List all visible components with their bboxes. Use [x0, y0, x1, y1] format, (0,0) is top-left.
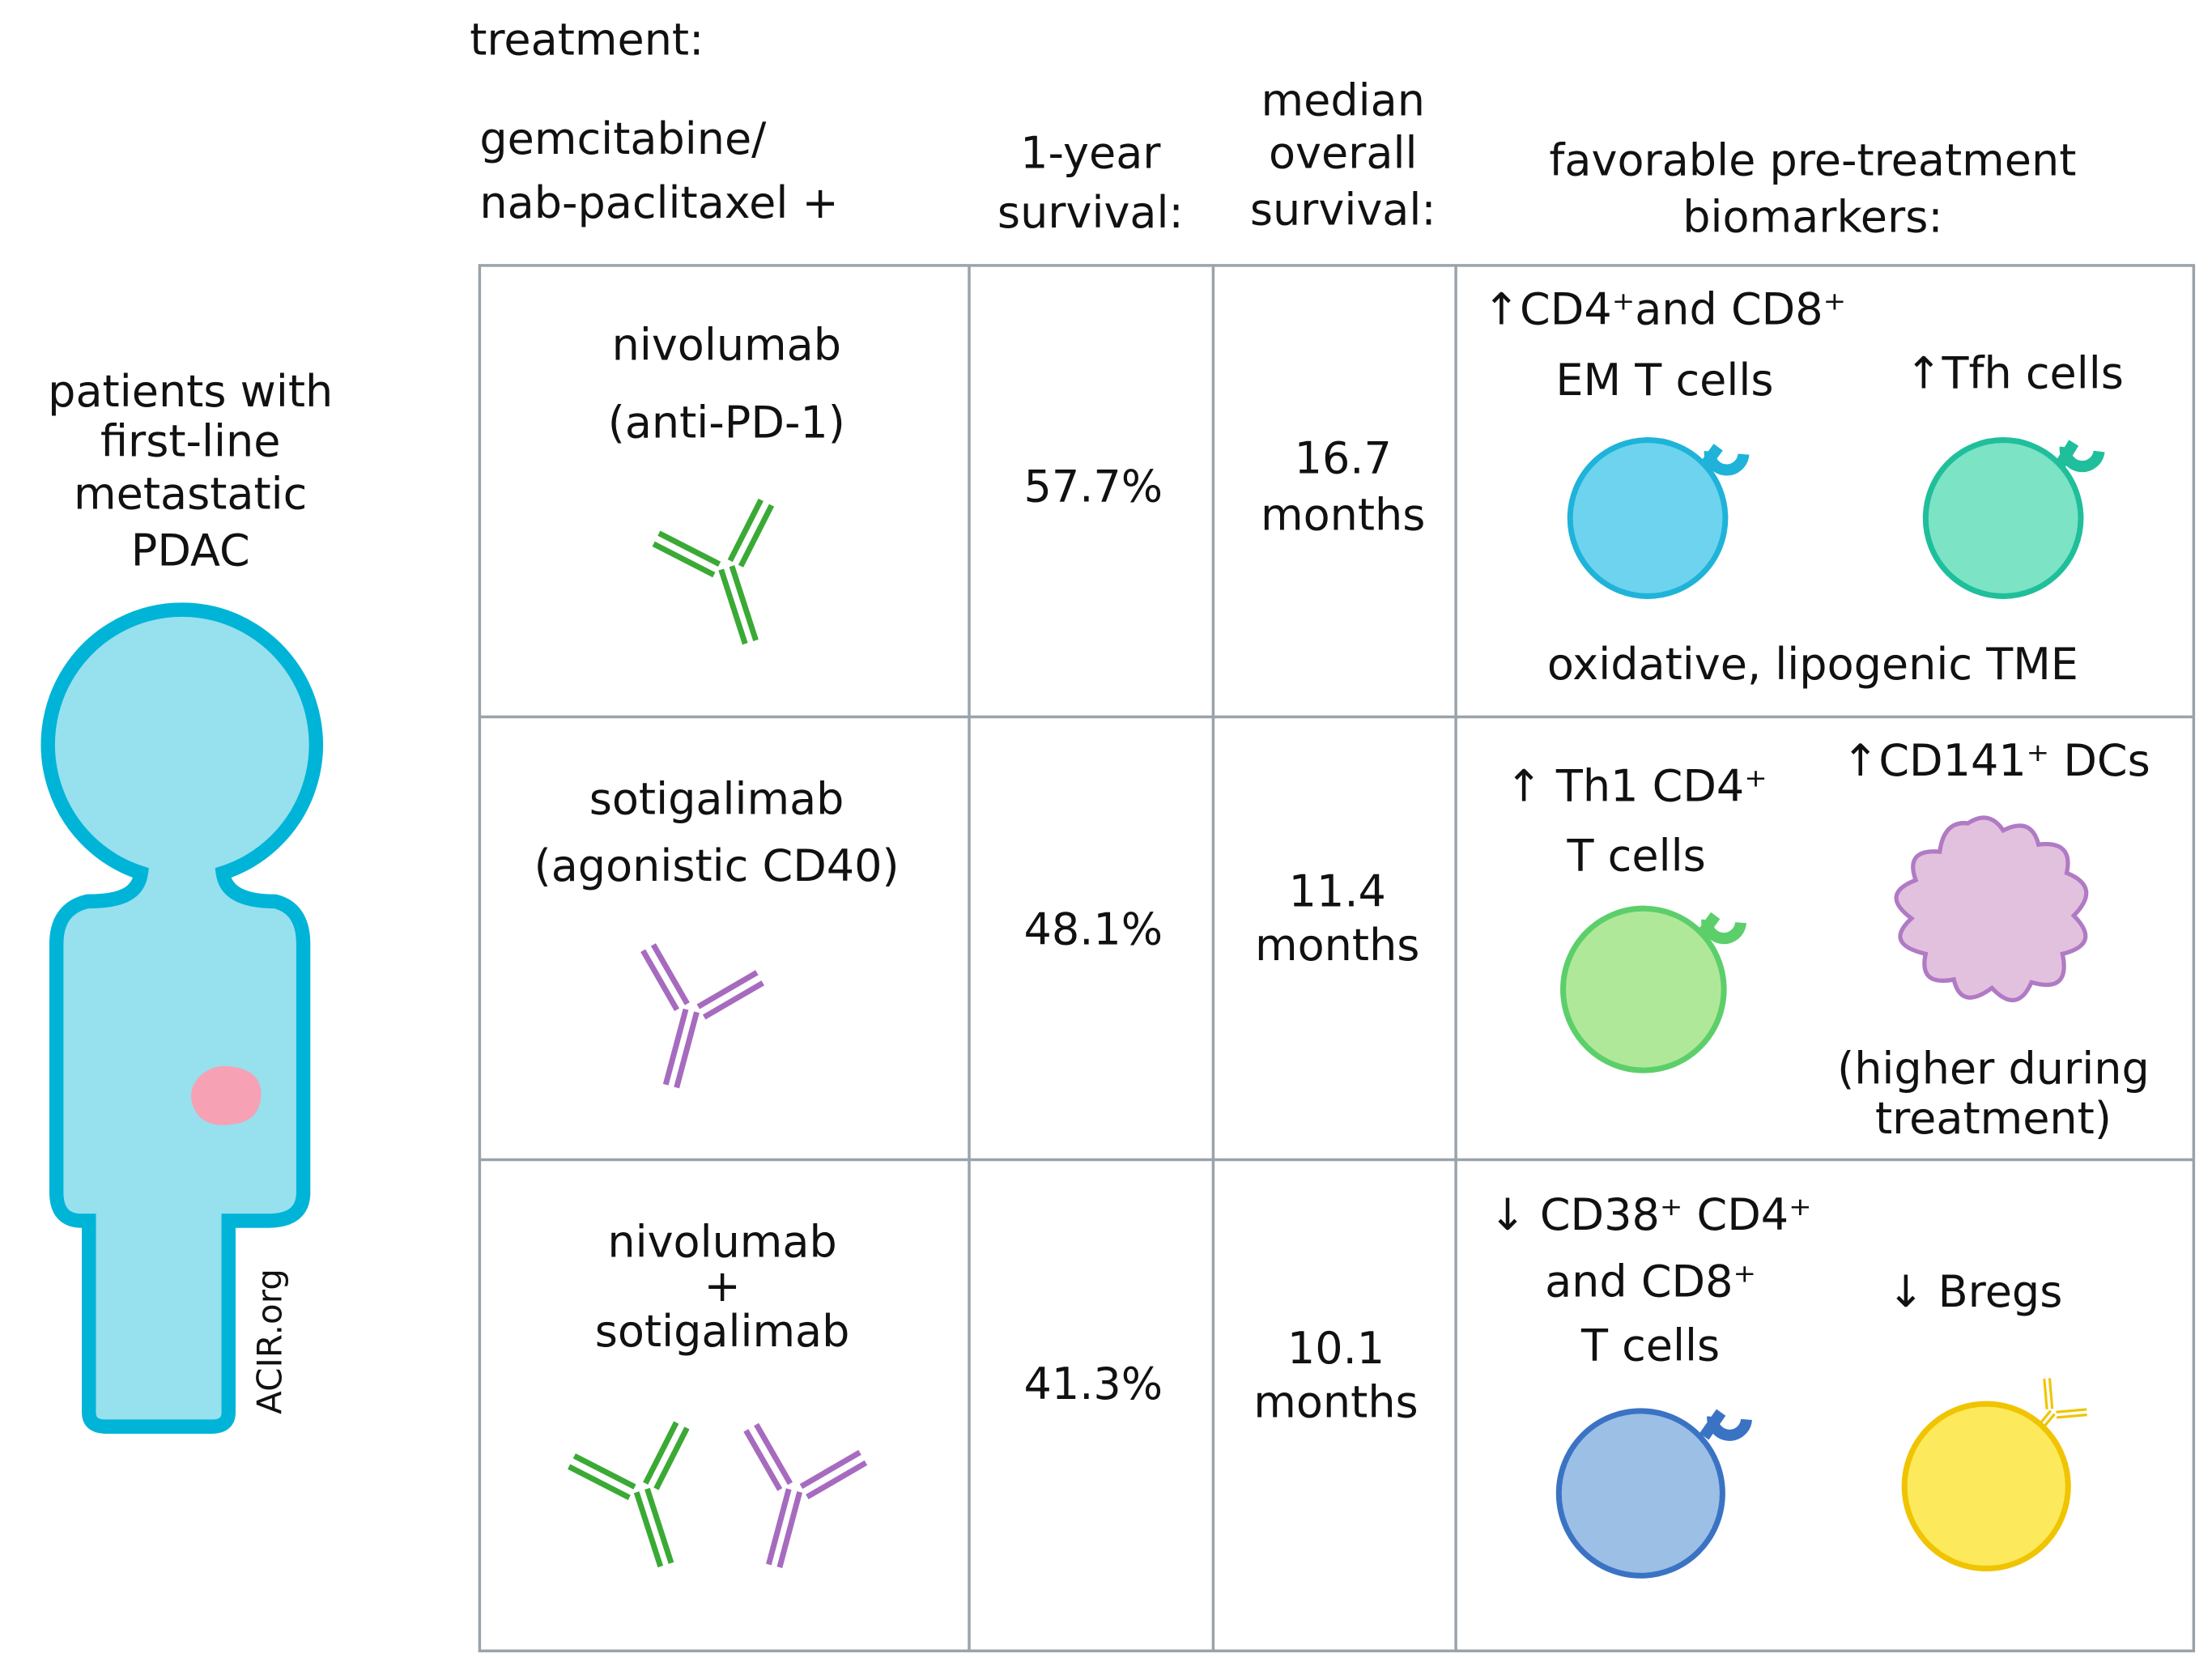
column-header: nab-paclitaxel + [479, 177, 838, 228]
antibody [651, 497, 810, 661]
biomarker: ↑CD4⁺and CD8⁺ [1483, 283, 1846, 334]
biomarker: T cells [1580, 1320, 1720, 1371]
column-header: overall [1269, 127, 1418, 178]
treatment-name: + [704, 1261, 740, 1312]
patient-label: metastatic [74, 468, 307, 519]
biomarker: EM T cells [1555, 355, 1773, 406]
biomarker: ↑Tfh cells [1905, 347, 2124, 398]
treatment-name: (agonistic CD40) [534, 840, 900, 891]
treatment-name: (anti-PD-1) [608, 397, 845, 449]
biomarker: ↓ CD38⁺ CD4⁺ [1489, 1189, 1811, 1240]
biomarker-note: oxidative, lipogenic TME [1547, 639, 2078, 690]
cell [1567, 437, 1750, 599]
column-header: median [1261, 75, 1424, 126]
table-border [478, 264, 2196, 1652]
tumor [190, 1065, 262, 1125]
median-survival: months [1253, 1376, 1418, 1427]
column-header: 1-year [1020, 127, 1161, 178]
treatment-name: nivolumab [607, 1216, 836, 1267]
one-year-survival: 41.3% [1024, 1358, 1163, 1409]
antibody [611, 942, 765, 1102]
treatment-name: nivolumab [612, 319, 841, 370]
cell [1901, 1374, 2091, 1572]
biomarker: ↑CD141⁺ DCs [1842, 735, 2150, 786]
biomarker-note: (higher during [1837, 1043, 2150, 1094]
treatment-heading: treatment: [470, 14, 704, 65]
column-header: gemcitabine/ [479, 113, 767, 164]
antibody [566, 1420, 725, 1584]
median-survival: months [1261, 490, 1425, 541]
one-year-survival: 57.7% [1024, 461, 1163, 512]
median-survival: 10.1 [1287, 1323, 1385, 1374]
biomarker: and CD8⁺ [1545, 1256, 1756, 1307]
cell [1555, 1408, 1752, 1579]
biomarker: ↑ Th1 CD4⁺ [1505, 760, 1767, 811]
column-header: favorable pre-treatment [1549, 134, 2076, 185]
patient-body [40, 602, 323, 1434]
median-survival: 11.4 [1289, 865, 1386, 916]
column-header: survival: [1250, 185, 1436, 236]
cell [1922, 437, 2105, 599]
one-year-survival: 48.1% [1024, 904, 1163, 955]
patient-label: first-line [100, 415, 280, 466]
dendritic-cell [1894, 815, 2089, 1003]
biomarker: T cells [1567, 830, 1706, 881]
column-header: biomarkers: [1682, 191, 1942, 242]
patient-label: PDAC [131, 525, 250, 576]
median-survival: 16.7 [1295, 432, 1392, 483]
biomarker-note: treatment) [1875, 1093, 2112, 1144]
cell [1560, 905, 1747, 1073]
treatment-name: sotigalimab [595, 1306, 850, 1357]
treatment-name: sotigalimab [589, 773, 844, 824]
biomarker: ↓ Bregs [1887, 1266, 2062, 1317]
patient-label: patients with [48, 366, 333, 417]
antibody [714, 1422, 868, 1582]
column-header: survival: [998, 187, 1184, 238]
median-survival: months [1255, 920, 1419, 971]
credit: ACIR.org [250, 1269, 290, 1414]
